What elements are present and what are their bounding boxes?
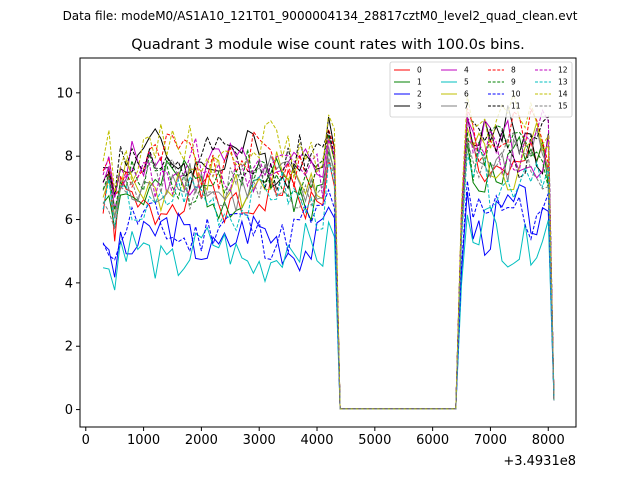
legend-label-5: 5 — [464, 78, 469, 87]
series-line-12 — [102, 109, 555, 410]
series-line-2 — [102, 184, 555, 410]
y-tick-label: 4 — [65, 276, 73, 291]
y-tick-label: 8 — [65, 150, 73, 165]
series-line-6 — [102, 122, 555, 410]
series-line-0 — [102, 140, 555, 410]
x-tick-label: 2000 — [185, 433, 218, 448]
series-line-10 — [102, 180, 555, 410]
x-tick-label: 4000 — [300, 433, 333, 448]
series-line-3 — [103, 105, 555, 410]
series-line-1 — [102, 135, 555, 410]
y-tick-label: 10 — [56, 86, 73, 101]
legend-label-12: 12 — [558, 66, 568, 75]
legend-label-14: 14 — [558, 90, 568, 99]
ticks-layer: 0 1000 2000 3000 4000 5000 6000 7000 8000 0 2 4 6 8 10 — [56, 86, 564, 448]
legend-label-2: 2 — [417, 90, 422, 99]
series-line-14 — [102, 92, 555, 410]
x-offset-label: +3.4931e8 — [503, 454, 576, 469]
legend-box — [389, 61, 573, 118]
y-tick-label: 0 — [65, 403, 73, 418]
legend-label-0: 0 — [417, 66, 422, 75]
legend-label-10: 10 — [511, 90, 521, 99]
x-tick-label: 0 — [82, 433, 90, 448]
y-tick-label: 6 — [65, 213, 73, 228]
series-line-13 — [102, 149, 555, 410]
series-line-5 — [102, 206, 555, 410]
legend-label-11: 11 — [511, 102, 521, 111]
legend-label-4: 4 — [464, 66, 469, 75]
legend-label-15: 15 — [558, 102, 568, 111]
legend-label-7: 7 — [464, 102, 469, 111]
legend-label-9: 9 — [511, 78, 516, 87]
legend-label-3: 3 — [417, 102, 422, 111]
x-tick-label: 8000 — [532, 433, 565, 448]
x-tick-label: 5000 — [358, 433, 391, 448]
series-layer — [102, 92, 555, 410]
legend-label-1: 1 — [417, 78, 422, 87]
x-tick-label: 6000 — [416, 433, 449, 448]
series-line-9 — [102, 124, 555, 410]
legend-label-8: 8 — [511, 66, 516, 75]
legend-label-13: 13 — [558, 78, 568, 87]
legend-label-6: 6 — [464, 90, 469, 99]
x-tick-label: 3000 — [243, 433, 276, 448]
x-tick-label: 7000 — [474, 433, 507, 448]
figure-suptitle: Data file: modeM0/AS1A10_121T01_90000041… — [63, 9, 578, 23]
axes-frame — [79, 57, 577, 428]
series-line-15 — [102, 131, 555, 410]
y-tick-label: 2 — [65, 340, 73, 355]
x-tick-label: 1000 — [127, 433, 160, 448]
chart-title: Quadrant 3 module wise count rates with … — [131, 37, 525, 53]
